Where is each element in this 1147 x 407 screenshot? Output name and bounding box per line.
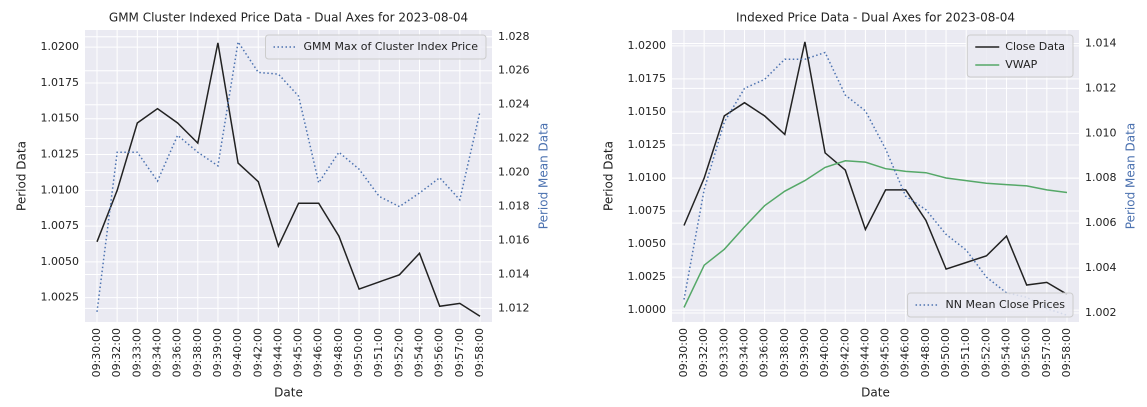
y2-tick-label: 1.024 [498,98,530,111]
legend-box [907,292,1074,318]
line-series [96,42,481,317]
x-axis-label: Date [274,386,303,400]
x-tick-label: 09:38:00 [778,328,791,377]
y2-tick-label: 1.028 [498,30,530,43]
x-tick-label: 09:57:00 [1040,328,1053,377]
y-tick-label: 1.0075 [628,204,667,217]
x-tick-label: 09:32:00 [697,328,710,377]
x-tick-label: 09:48:00 [919,328,932,377]
x-tick-label: 09:44:00 [858,328,871,377]
y-tick-label: 1.0125 [41,148,80,161]
x-tick-label: 09:30:00 [90,328,103,377]
x-tick-label: 09:45:00 [292,328,305,377]
y-tick-label: 1.0175 [628,72,667,85]
legend: Close Data VWAP [966,34,1074,78]
legend-box [966,34,1074,78]
y-tick-label: 1.0175 [41,76,80,89]
y2-tick-label: 1.026 [498,64,530,77]
legend-label: Close Data [1005,40,1065,53]
x-tick-label: 09:32:00 [110,328,123,377]
x-tick-label: 09:36:00 [758,328,771,377]
y-tick-label: 1.0125 [628,138,667,151]
x-tick-label: 09:51:00 [959,328,972,377]
y2-tick-label: 1.012 [1085,81,1117,94]
y-tick-label: 1.0150 [628,105,667,118]
y2-tick-label: 1.004 [1085,261,1117,274]
x-tick-label: 09:45:00 [879,328,892,377]
x-tick-label: 09:46:00 [312,328,325,377]
x-tick-label: 09:40:00 [231,328,244,377]
x-tick-label: 09:54:00 [1000,328,1013,377]
y2-axis-label: Period Mean Data [1124,123,1138,229]
x-axis-label: Date [861,386,890,400]
y-axis-label: Period Data [602,141,616,211]
x-tick-label: 09:34:00 [737,328,750,377]
legend: NN Mean Close Prices [907,292,1074,318]
x-tick-label: 09:46:00 [899,328,912,377]
y2-tick-label: 1.006 [1085,216,1117,229]
x-tick-label: 09:56:00 [433,328,446,377]
y2-tick-label: 1.010 [1085,126,1117,139]
y-tick-label: 1.0000 [628,303,667,316]
x-tick-label: 09:34:00 [150,328,163,377]
y2-axis-label: Period Mean Data [537,123,551,229]
x-tick-label: 09:50:00 [939,328,952,377]
chart-title: Indexed Price Data - Dual Axes for 2023-… [736,11,1015,25]
y-tick-label: 1.0100 [41,183,80,196]
y2-tick-label: 1.012 [498,301,530,314]
x-tick-label: 09:58:00 [473,328,486,377]
y2-tick-label: 1.014 [498,267,530,280]
x-tick-label: 09:39:00 [798,328,811,377]
legend-label: VWAP [1005,58,1037,71]
x-tick-label: 09:57:00 [453,328,466,377]
y-tick-label: 1.0050 [628,237,667,250]
x-tick-label: 09:56:00 [1020,328,1033,377]
line-series [683,41,1068,295]
x-tick-label: 09:44:00 [271,328,284,377]
x-tick-label: 09:42:00 [838,328,851,377]
x-tick-label: 09:54:00 [413,328,426,377]
x-tick-label: 09:52:00 [392,328,405,377]
x-tick-label: 09:51:00 [372,328,385,377]
y-tick-label: 1.0200 [628,39,667,52]
x-tick-label: 09:39:00 [211,328,224,377]
y2-tick-label: 1.018 [498,200,530,213]
y2-tick-label: 1.022 [498,132,530,145]
x-tick-label: 09:36:00 [171,328,184,377]
legend-label: GMM Max of Cluster Index Price [304,40,479,53]
x-tick-label: 09:48:00 [332,328,345,377]
plot-area [85,30,492,322]
x-tick-label: 09:30:00 [677,328,690,377]
y-tick-label: 1.0150 [41,112,80,125]
x-tick-label: 09:38:00 [191,328,204,377]
y-axis-label: Period Data [15,141,29,211]
x-tick-label: 09:50:00 [352,328,365,377]
y2-tick-label: 1.014 [1085,36,1117,49]
x-tick-label: 09:40:00 [818,328,831,377]
y-tick-label: 1.0050 [41,255,80,268]
y2-tick-label: 1.016 [498,234,530,247]
legend: GMM Max of Cluster Index Price [265,34,487,60]
line-series [683,160,1068,308]
y2-tick-label: 1.020 [498,166,530,179]
chart-title: GMM Cluster Indexed Price Data - Dual Ax… [109,11,468,25]
y-tick-label: 1.0200 [41,40,80,53]
x-tick-label: 09:33:00 [130,328,143,377]
x-tick-label: 09:52:00 [979,328,992,377]
x-tick-label: 09:33:00 [717,328,730,377]
legend-label: NN Mean Close Prices [946,298,1066,311]
y-tick-label: 1.0025 [628,270,667,283]
legend-box [265,34,487,60]
y2-tick-label: 1.002 [1085,306,1117,319]
y2-tick-label: 1.008 [1085,171,1117,184]
x-tick-label: 09:42:00 [251,328,264,377]
y-tick-label: 1.0025 [41,291,80,304]
line-series [683,51,1068,317]
y-tick-label: 1.0100 [628,171,667,184]
x-tick-label: 09:58:00 [1060,328,1073,377]
line-series [96,39,481,312]
y-tick-label: 1.0075 [41,219,80,232]
